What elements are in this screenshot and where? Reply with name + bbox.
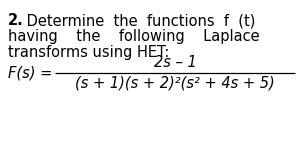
Text: F(s) =: F(s) = bbox=[8, 66, 52, 81]
Text: 2s – 1: 2s – 1 bbox=[154, 55, 196, 70]
Text: transforms using HET:: transforms using HET: bbox=[8, 45, 169, 60]
Text: Determine  the  functions  f  (t): Determine the functions f (t) bbox=[22, 13, 255, 28]
Text: 2.: 2. bbox=[8, 13, 24, 28]
Text: having    the    following    Laplace: having the following Laplace bbox=[8, 29, 260, 44]
Text: (s + 1)(s + 2)²(s² + 4s + 5): (s + 1)(s + 2)²(s² + 4s + 5) bbox=[75, 76, 275, 91]
